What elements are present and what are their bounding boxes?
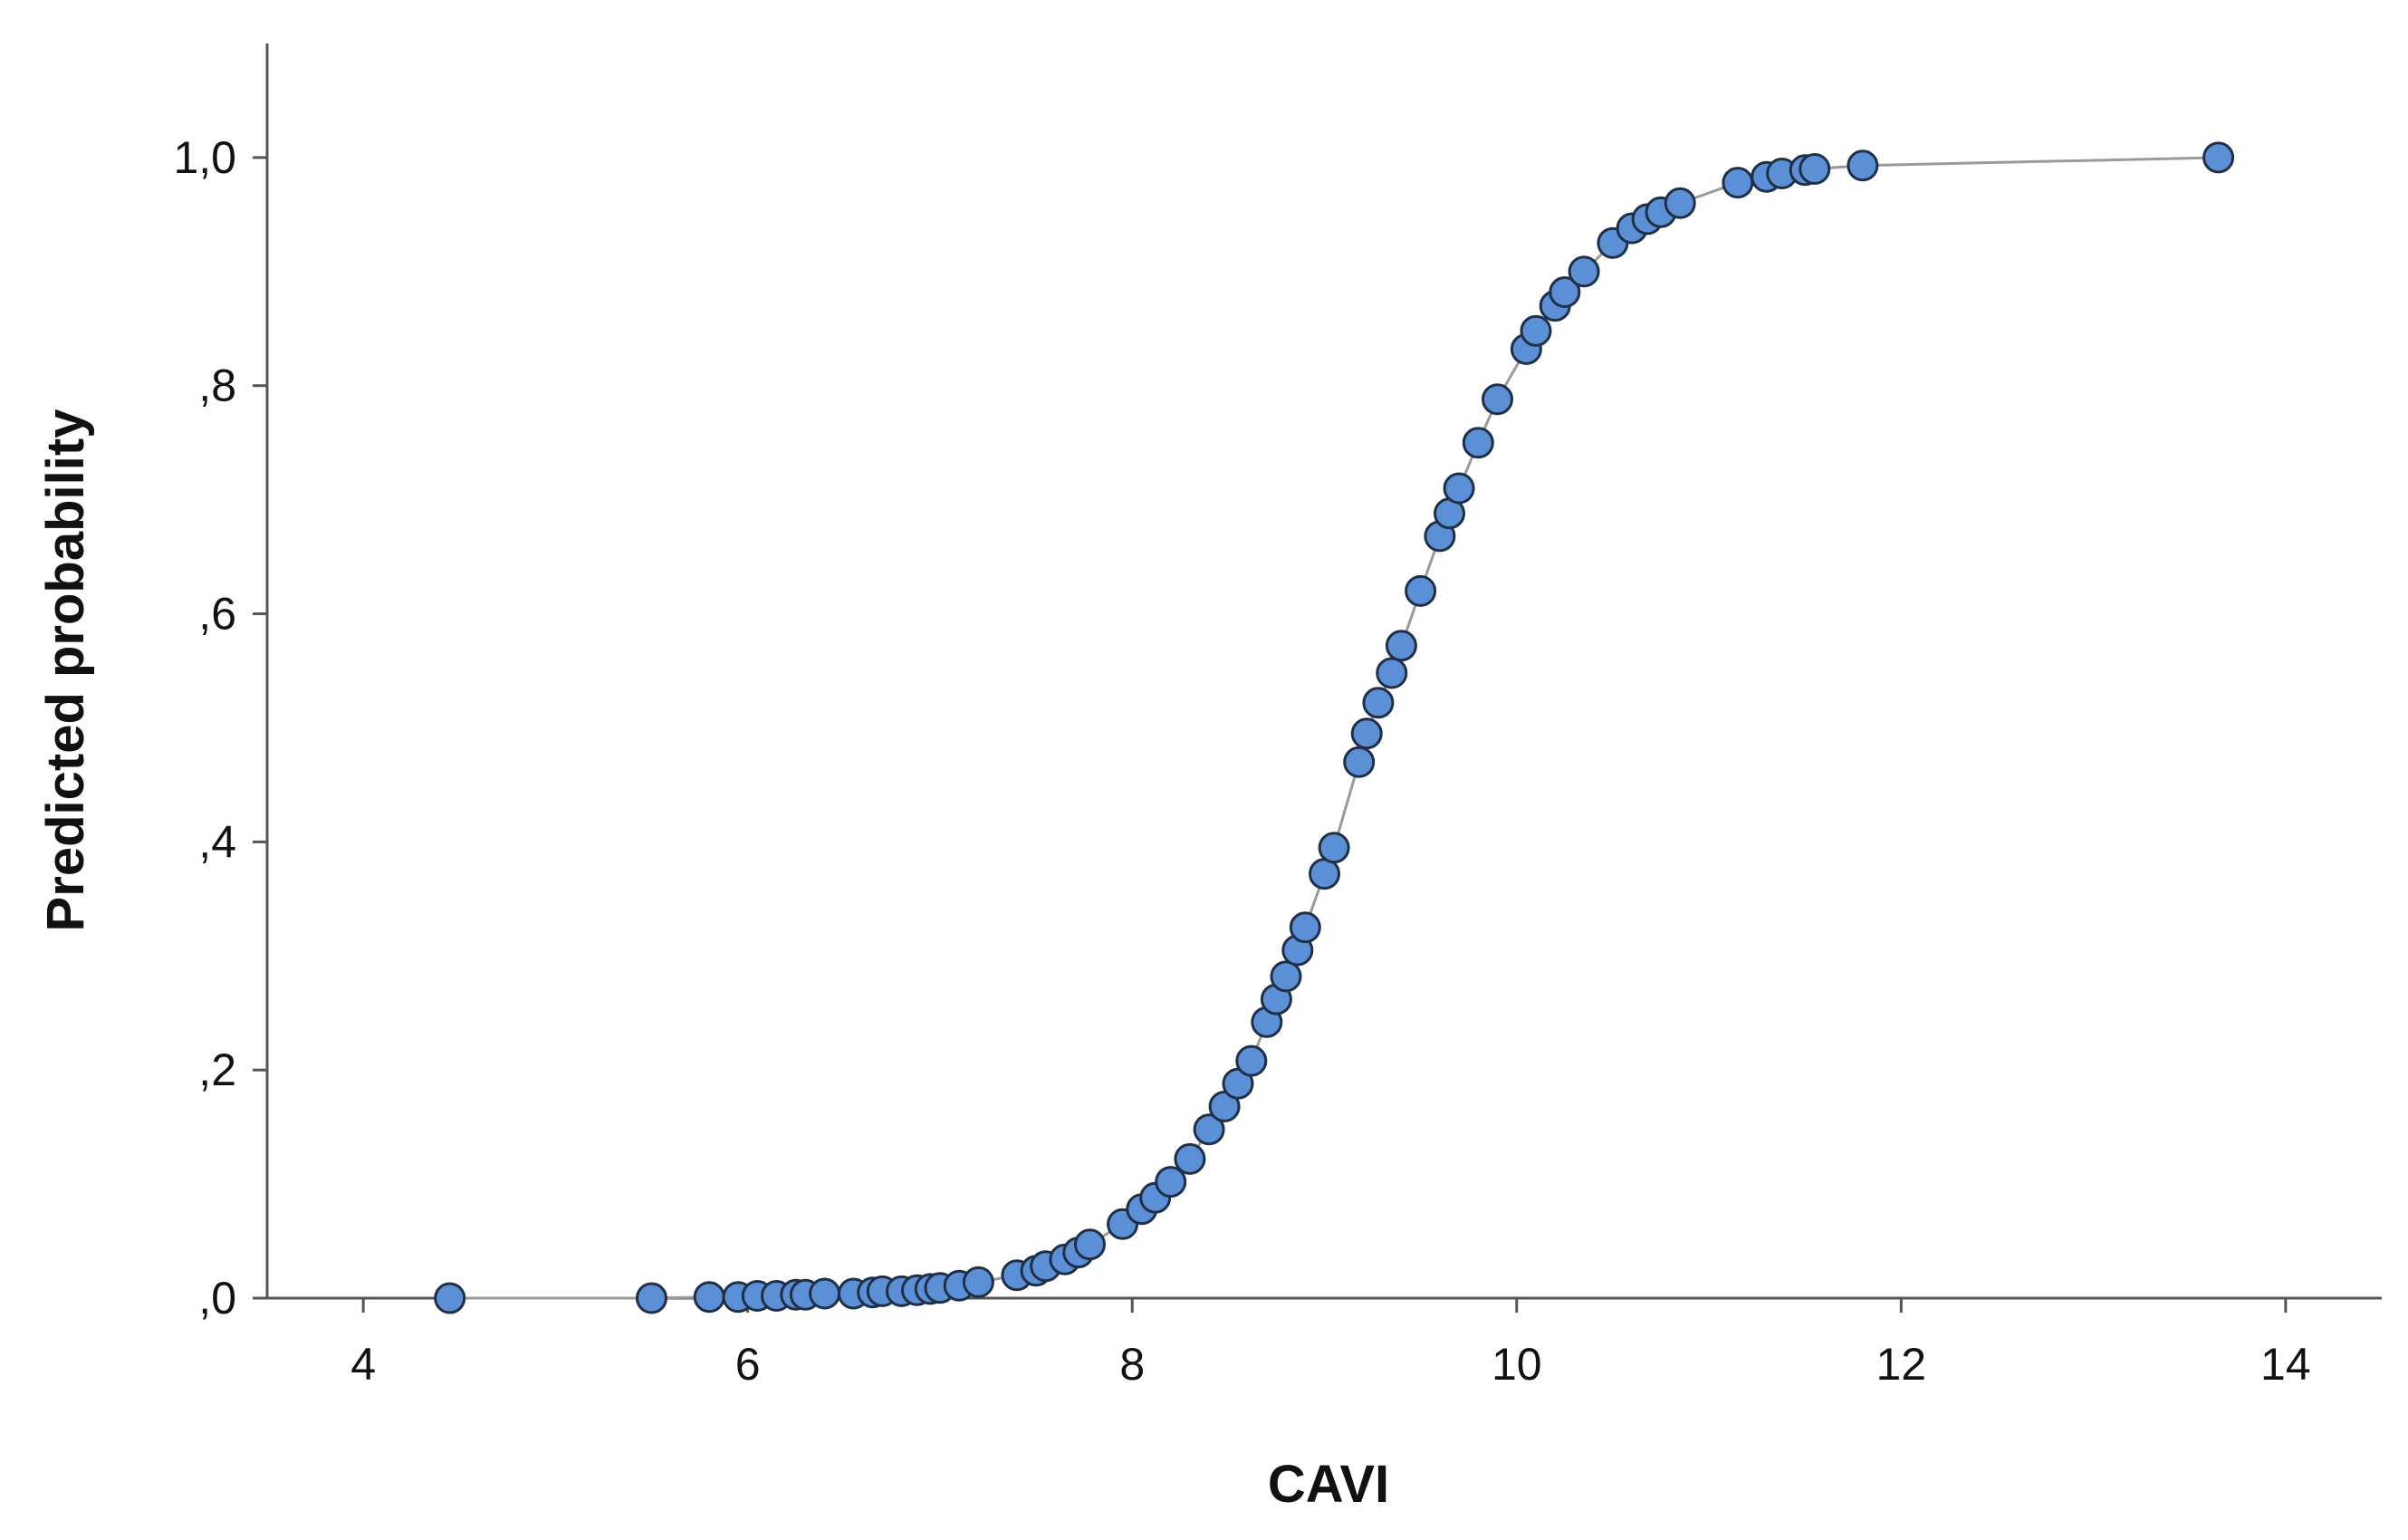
data-point	[2202, 141, 2235, 174]
x-tick-label: 8	[1119, 1339, 1145, 1390]
data-point	[1568, 255, 1600, 288]
data-point	[1155, 1166, 1187, 1198]
data-points	[434, 141, 2235, 1314]
x-tick-label: 14	[2260, 1339, 2311, 1390]
data-point	[1318, 832, 1350, 864]
data-point	[1462, 427, 1494, 459]
data-point	[1208, 1091, 1241, 1122]
data-point	[1350, 717, 1383, 750]
y-tick-label: ,6	[198, 589, 236, 640]
data-point	[1309, 858, 1340, 890]
data-point	[1235, 1044, 1268, 1077]
data-point	[1549, 276, 1581, 308]
data-point	[1385, 630, 1417, 662]
data-point	[962, 1266, 994, 1298]
y-tick-label: ,2	[198, 1044, 236, 1095]
y-tick-label: ,8	[198, 361, 236, 411]
y-tick-label: ,0	[198, 1273, 236, 1323]
x-tick-label: 6	[735, 1339, 761, 1390]
data-point	[1376, 657, 1408, 689]
data-point	[1174, 1142, 1206, 1175]
data-point	[1405, 574, 1437, 607]
y-tick-label: 1,0	[173, 132, 236, 183]
data-point	[434, 1282, 466, 1314]
x-tick-label: 10	[1492, 1339, 1542, 1390]
data-point	[1343, 746, 1376, 778]
data-point	[693, 1281, 725, 1314]
y-axis-title: Predicted probability	[36, 409, 95, 932]
data-point	[1664, 187, 1696, 219]
data-point	[1289, 911, 1321, 944]
x-axis-ticks: 4 6 8 10 12 14	[350, 1298, 2311, 1390]
data-point	[1722, 167, 1754, 199]
data-point	[1847, 149, 1879, 182]
data-point	[1443, 472, 1475, 505]
x-tick-label: 12	[1876, 1339, 1927, 1390]
y-axis-ticks: ,0 ,2 ,4 ,6 ,8 1,0	[173, 132, 267, 1323]
data-point	[1193, 1113, 1225, 1146]
data-point	[1799, 153, 1831, 185]
data-point	[1520, 314, 1552, 347]
data-point	[636, 1282, 667, 1314]
data-point	[1074, 1228, 1106, 1261]
y-tick-label: ,4	[198, 816, 236, 867]
data-point	[809, 1277, 841, 1310]
data-point	[1270, 960, 1302, 993]
x-axis-title: CAVI	[1268, 1455, 1389, 1514]
data-point	[1362, 687, 1395, 719]
x-tick-label: 4	[350, 1339, 376, 1390]
fitted-curve-line	[449, 156, 2219, 1300]
data-point	[1482, 383, 1513, 416]
